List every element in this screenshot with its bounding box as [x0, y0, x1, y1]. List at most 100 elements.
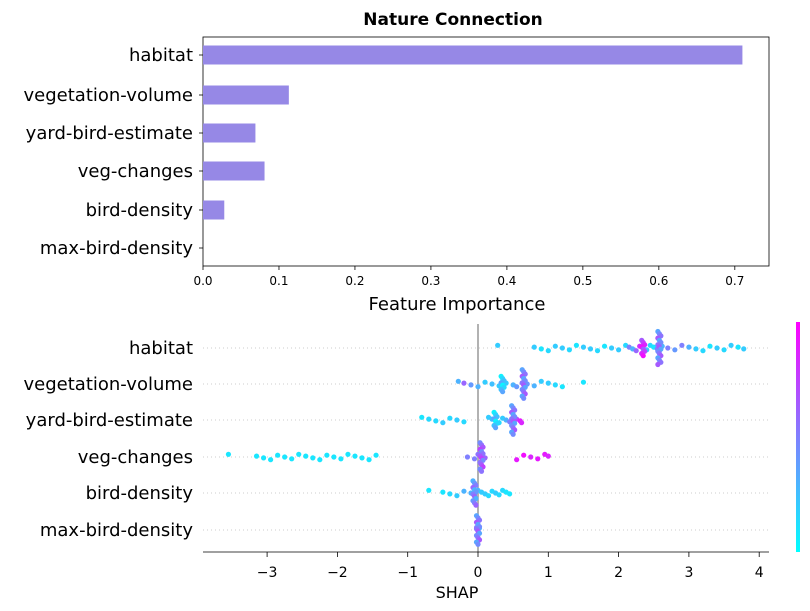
shap-point: [587, 346, 594, 352]
importance-xtick-label: 0.1: [269, 274, 288, 288]
shap-xtick-label: −1: [397, 565, 418, 581]
shap-point: [700, 348, 706, 354]
shap-row-guides: [203, 347, 769, 531]
shap-point: [275, 452, 281, 458]
shap-point: [665, 345, 671, 351]
importance-xtick-label: 0.2: [345, 274, 364, 288]
importance-bar-vegetation-volume: [203, 85, 289, 105]
importance-bar-yard-bird-estimate: [203, 123, 256, 143]
importance-label-vegetation-volume: vegetation-volume: [24, 85, 194, 106]
shap-point: [640, 353, 646, 359]
shap-point: [268, 457, 274, 463]
shap-point: [440, 420, 446, 426]
importance-xtick-label: 0.4: [497, 274, 516, 288]
shap-point: [447, 491, 453, 497]
shap-point: [707, 343, 713, 349]
importance-x-axis-title: Feature Importance: [369, 294, 546, 315]
importance-label-veg-changes: veg-changes: [78, 161, 193, 182]
shap-point: [735, 344, 741, 350]
shap-point: [455, 378, 461, 384]
shap-label-vegetation-volume: vegetation-volume: [24, 374, 194, 395]
shap-point: [559, 384, 565, 390]
shap-points: [225, 328, 747, 547]
shap-point: [495, 342, 501, 348]
shap-point: [296, 451, 302, 457]
shap-point: [566, 347, 572, 353]
shap-point: [531, 344, 537, 350]
shap-xtick-label: 1: [544, 565, 553, 581]
shap-point: [345, 451, 351, 457]
shap-point: [510, 431, 516, 437]
shap-point: [482, 379, 488, 385]
shap-point: [714, 345, 720, 351]
shap-point: [419, 414, 425, 420]
shap-point: [475, 384, 481, 390]
shap-point: [531, 383, 537, 389]
shap-point: [672, 347, 678, 353]
importance-feature-labels: habitat vegetation-volume yard-bird-estima…: [24, 45, 203, 259]
shap-point: [580, 344, 587, 350]
importance-bar-bird-density: [203, 200, 225, 220]
shap-label-veg-changes: veg-changes: [78, 447, 193, 468]
shap-point: [433, 418, 439, 424]
shap-point: [461, 488, 467, 494]
shap-series-yard-bird-estimate: [419, 403, 525, 437]
importance-bar-habitat: [203, 45, 743, 65]
shap-point: [282, 454, 288, 460]
shap-point: [289, 456, 295, 462]
shap-point: [373, 452, 379, 458]
shap-point: [545, 380, 551, 386]
shap-label-max-bird-density: max-bird-density: [40, 520, 193, 541]
shap-point: [225, 451, 232, 457]
shap-point: [545, 453, 551, 459]
shap-point: [594, 348, 601, 354]
importance-xtick-label: 0.0: [193, 274, 212, 288]
shap-point: [521, 452, 527, 458]
importance-label-max-bird-density: max-bird-density: [40, 238, 193, 259]
shap-point: [492, 425, 499, 431]
shap-point: [473, 502, 479, 508]
shap-point: [324, 452, 330, 458]
shap-point: [461, 419, 467, 425]
importance-chart: Nature Connection habitat vegetation-volu…: [24, 10, 770, 315]
shap-series-vegetation-volume: [455, 367, 587, 401]
shap-point: [496, 492, 502, 498]
shap-point: [489, 381, 495, 387]
shap-point: [535, 456, 541, 462]
shap-point: [440, 489, 446, 495]
shap-point: [471, 456, 478, 462]
shap-point: [741, 346, 747, 352]
shap-point: [521, 395, 527, 401]
importance-label-bird-density: bird-density: [86, 200, 194, 221]
shap-point: [601, 343, 608, 349]
chart-title: Nature Connection: [363, 10, 542, 30]
shap-point: [507, 491, 513, 497]
shap-xtick-label: 2: [614, 565, 623, 581]
shap-point: [538, 346, 544, 352]
importance-xtick-label: 0.7: [725, 274, 744, 288]
shap-point: [514, 384, 520, 390]
shap-point: [633, 348, 639, 354]
importance-x-ticks: 0.0 0.1 0.2 0.3 0.4 0.5 0.6 0.7: [193, 266, 744, 288]
shap-point: [552, 382, 558, 388]
shap-point: [454, 493, 460, 499]
shap-colorbar: [796, 322, 800, 552]
shap-label-yard-bird-estimate: yard-bird-estimate: [26, 410, 193, 431]
importance-bars: [203, 45, 743, 220]
shap-point: [693, 346, 699, 352]
shap-point: [359, 455, 365, 461]
importance-xtick-label: 0.6: [649, 274, 668, 288]
shap-x-axis-title: SHAP: [436, 583, 479, 602]
shap-point: [514, 457, 520, 463]
shap-point: [528, 454, 534, 460]
shap-point: [426, 487, 432, 493]
shap-point: [338, 456, 344, 462]
shap-xtick-label: 0: [474, 565, 483, 581]
shap-point: [728, 342, 734, 348]
shap-point: [366, 457, 372, 463]
shap-point: [317, 457, 323, 463]
shap-point: [461, 380, 467, 386]
shap-xtick-label: 4: [755, 565, 764, 581]
shap-series-veg-changes: [225, 440, 551, 474]
